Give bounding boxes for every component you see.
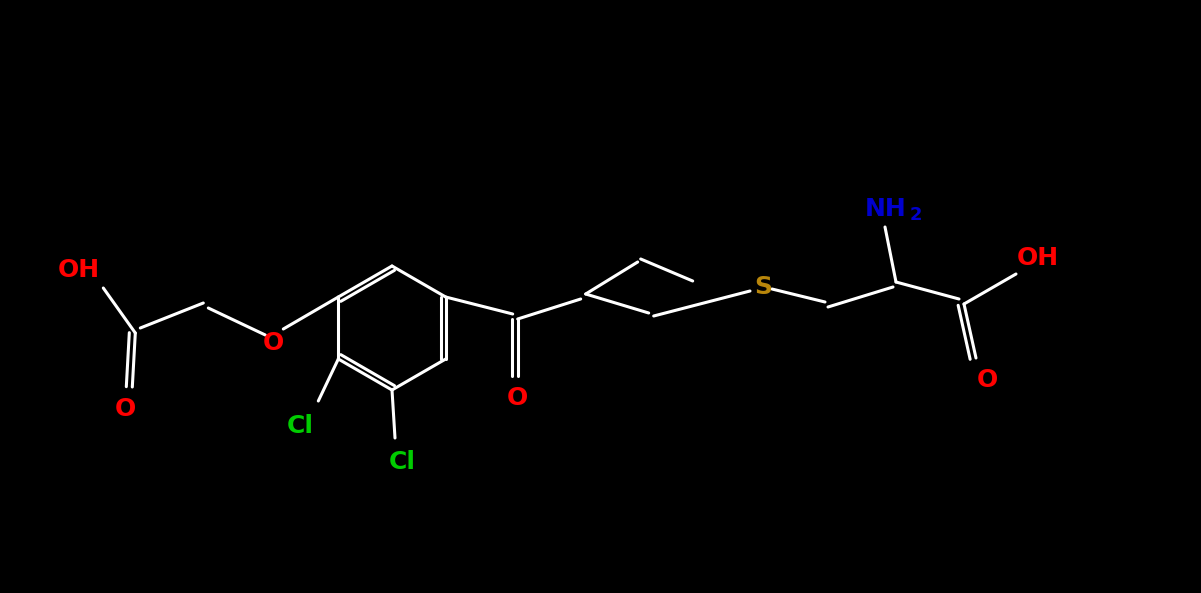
Text: O: O bbox=[976, 368, 998, 392]
Text: O: O bbox=[114, 397, 136, 421]
Text: O: O bbox=[507, 386, 528, 410]
Text: S: S bbox=[754, 275, 772, 299]
Text: 2: 2 bbox=[909, 206, 922, 224]
Text: O: O bbox=[263, 331, 283, 355]
Text: Cl: Cl bbox=[287, 414, 313, 438]
Text: OH: OH bbox=[58, 258, 101, 282]
Text: NH: NH bbox=[865, 197, 907, 221]
Text: OH: OH bbox=[1017, 246, 1059, 270]
Text: Cl: Cl bbox=[388, 450, 416, 474]
